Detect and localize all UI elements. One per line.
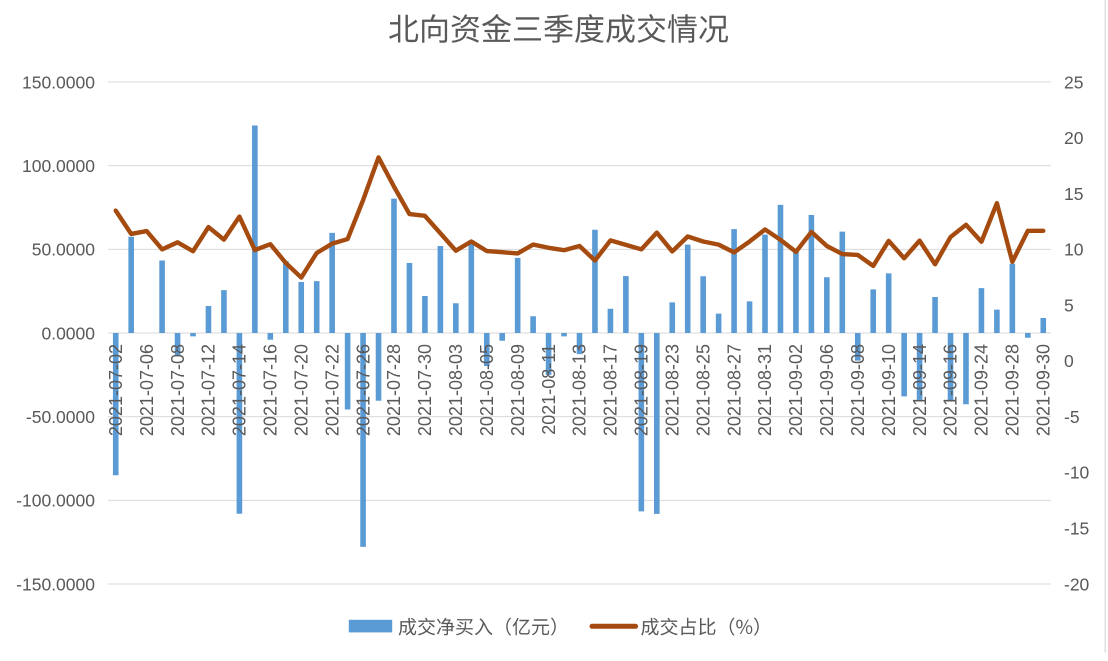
svg-text:2021-07-14: 2021-07-14 bbox=[230, 344, 250, 436]
svg-text:50.0000: 50.0000 bbox=[32, 240, 96, 260]
svg-text:2021-09-02: 2021-09-02 bbox=[786, 344, 806, 436]
svg-text:2021-07-16: 2021-07-16 bbox=[261, 344, 281, 436]
svg-text:2021-08-31: 2021-08-31 bbox=[755, 344, 775, 436]
svg-text:2021-08-11: 2021-08-11 bbox=[539, 344, 559, 435]
svg-text:2021-09-28: 2021-09-28 bbox=[1003, 344, 1023, 436]
svg-text:2021-07-02: 2021-07-02 bbox=[106, 344, 126, 436]
svg-text:-50.0000: -50.0000 bbox=[26, 407, 95, 427]
svg-text:2021-08-23: 2021-08-23 bbox=[662, 344, 682, 436]
svg-text:100.0000: 100.0000 bbox=[22, 156, 95, 176]
svg-text:2021-07-08: 2021-07-08 bbox=[168, 344, 188, 436]
svg-text:2021-09-08: 2021-09-08 bbox=[848, 344, 868, 436]
svg-text:-100.0000: -100.0000 bbox=[16, 491, 95, 511]
svg-text:2021-08-25: 2021-08-25 bbox=[693, 344, 713, 436]
svg-text:-20: -20 bbox=[1064, 574, 1090, 594]
svg-text:2021-09-16: 2021-09-16 bbox=[941, 344, 961, 436]
svg-text:2021-08-03: 2021-08-03 bbox=[446, 344, 466, 436]
svg-text:-5: -5 bbox=[1064, 407, 1080, 427]
svg-text:2021-08-09: 2021-08-09 bbox=[508, 344, 528, 436]
svg-text:2021-08-05: 2021-08-05 bbox=[477, 344, 497, 436]
svg-text:2021-09-06: 2021-09-06 bbox=[817, 344, 837, 436]
svg-text:0.0000: 0.0000 bbox=[41, 323, 95, 343]
svg-text:2021-07-12: 2021-07-12 bbox=[199, 344, 219, 436]
svg-text:-10: -10 bbox=[1064, 463, 1090, 483]
svg-text:2021-08-13: 2021-08-13 bbox=[570, 344, 590, 436]
svg-text:2021-09-14: 2021-09-14 bbox=[910, 344, 930, 436]
svg-text:2021-08-17: 2021-08-17 bbox=[601, 344, 621, 436]
svg-text:0: 0 bbox=[1064, 351, 1074, 371]
svg-text:2021-07-06: 2021-07-06 bbox=[137, 344, 157, 436]
svg-text:-15: -15 bbox=[1064, 519, 1089, 539]
svg-text:2021-07-22: 2021-07-22 bbox=[322, 344, 342, 436]
svg-text:25: 25 bbox=[1064, 72, 1083, 92]
svg-text:2021-08-19: 2021-08-19 bbox=[632, 344, 652, 436]
svg-text:2021-08-27: 2021-08-27 bbox=[724, 344, 744, 436]
svg-text:2021-07-28: 2021-07-28 bbox=[384, 344, 404, 436]
svg-text:2021-09-30: 2021-09-30 bbox=[1033, 344, 1053, 436]
svg-text:2021-07-30: 2021-07-30 bbox=[415, 344, 435, 436]
svg-text:20: 20 bbox=[1064, 128, 1084, 148]
svg-text:150.0000: 150.0000 bbox=[22, 72, 95, 92]
svg-text:2021-07-26: 2021-07-26 bbox=[353, 344, 373, 436]
svg-text:10: 10 bbox=[1064, 240, 1084, 260]
svg-text:15: 15 bbox=[1064, 184, 1083, 204]
svg-text:2021-09-24: 2021-09-24 bbox=[972, 344, 992, 436]
svg-text:-150.0000: -150.0000 bbox=[16, 574, 95, 594]
svg-text:5: 5 bbox=[1064, 295, 1074, 315]
svg-text:2021-09-10: 2021-09-10 bbox=[879, 344, 899, 436]
svg-text:2021-07-20: 2021-07-20 bbox=[291, 344, 311, 436]
